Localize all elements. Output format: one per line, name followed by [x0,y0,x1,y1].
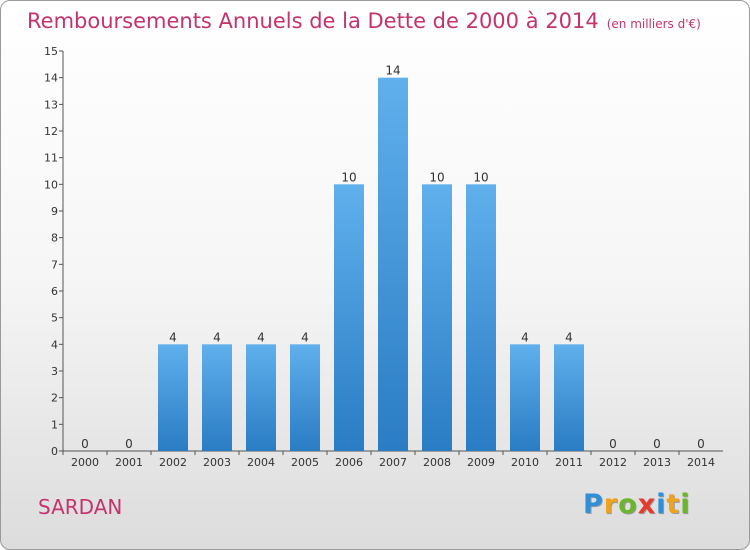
x-tick-label: 2000 [71,456,99,469]
x-tick-label: 2008 [423,456,451,469]
x-tick-label: 2011 [555,456,583,469]
value-label: 4 [301,330,309,344]
value-label: 4 [565,330,573,344]
bar [378,77,408,452]
value-label: 4 [213,330,221,344]
y-tick-label: 10 [44,178,58,191]
bar [158,344,188,451]
x-tick-label: 2012 [599,456,627,469]
x-tick-label: 2014 [687,456,715,469]
y-tick-label: 3 [51,365,58,378]
bar [202,344,232,451]
value-label: 10 [473,170,488,184]
x-tick-label: 2010 [511,456,539,469]
bar [466,184,496,452]
value-label: 4 [521,330,529,344]
chart-title: Remboursements Annuels de la Dette de 20… [27,9,701,33]
value-label: 4 [257,330,265,344]
bar [334,184,364,452]
y-tick-label: 7 [51,258,58,271]
brand-logo-letter: i [656,489,667,520]
brand-logo-letter: x [637,489,657,520]
bar [554,344,584,451]
x-tick-label: 2001 [115,456,143,469]
bar [246,344,276,451]
value-label: 0 [653,437,661,451]
y-tick-label: 0 [51,445,58,458]
value-label: 0 [697,437,705,451]
value-label: 0 [609,437,617,451]
brand-logo-letter: i [680,489,691,520]
chart-subtitle: (en milliers d'€) [606,17,701,31]
y-tick-label: 2 [51,392,58,405]
x-tick-label: 2009 [467,456,495,469]
chart-title-text: Remboursements Annuels de la Dette de 20… [27,9,599,33]
y-tick-label: 8 [51,232,58,245]
value-label: 4 [169,330,177,344]
y-tick-label: 11 [44,152,58,165]
x-tick-label: 2013 [643,456,671,469]
chart-bars [158,77,584,452]
y-tick-label: 15 [44,45,58,58]
chart-labels: 0 2000 0 2001 4 2002 4 2003 4 2004 4 2005 10 2006 14 20… [71,64,715,469]
x-tick-label: 2005 [291,456,319,469]
x-tick-label: 2002 [159,456,187,469]
bar [290,344,320,451]
y-tick-label: 1 [51,418,58,431]
y-tick-label: 5 [51,312,58,325]
x-tick-label: 2003 [203,456,231,469]
brand-logo-letter: P [583,489,604,520]
bar [510,344,540,451]
x-tick-label: 2004 [247,456,275,469]
brand-logo-letter: o [618,489,638,520]
value-label: 0 [81,437,89,451]
y-tick-label: 6 [51,285,58,298]
value-label: 14 [385,64,400,78]
value-label: 10 [429,170,444,184]
brand-logo-letter: t [666,489,681,520]
value-label: 0 [125,437,133,451]
y-tick-label: 4 [51,338,58,351]
value-label: 10 [341,170,356,184]
brand-logo: Proxiti [583,489,691,520]
y-tick-label: 9 [51,205,58,218]
brand-logo-letter: r [603,489,619,520]
commune-name: SARDAN [38,495,123,519]
x-tick-label: 2006 [335,456,363,469]
x-tick-label: 2007 [379,456,407,469]
bar [422,184,452,452]
y-tick-label: 12 [44,125,58,138]
y-tick-label: 13 [44,98,58,111]
y-tick-label: 14 [44,72,58,85]
